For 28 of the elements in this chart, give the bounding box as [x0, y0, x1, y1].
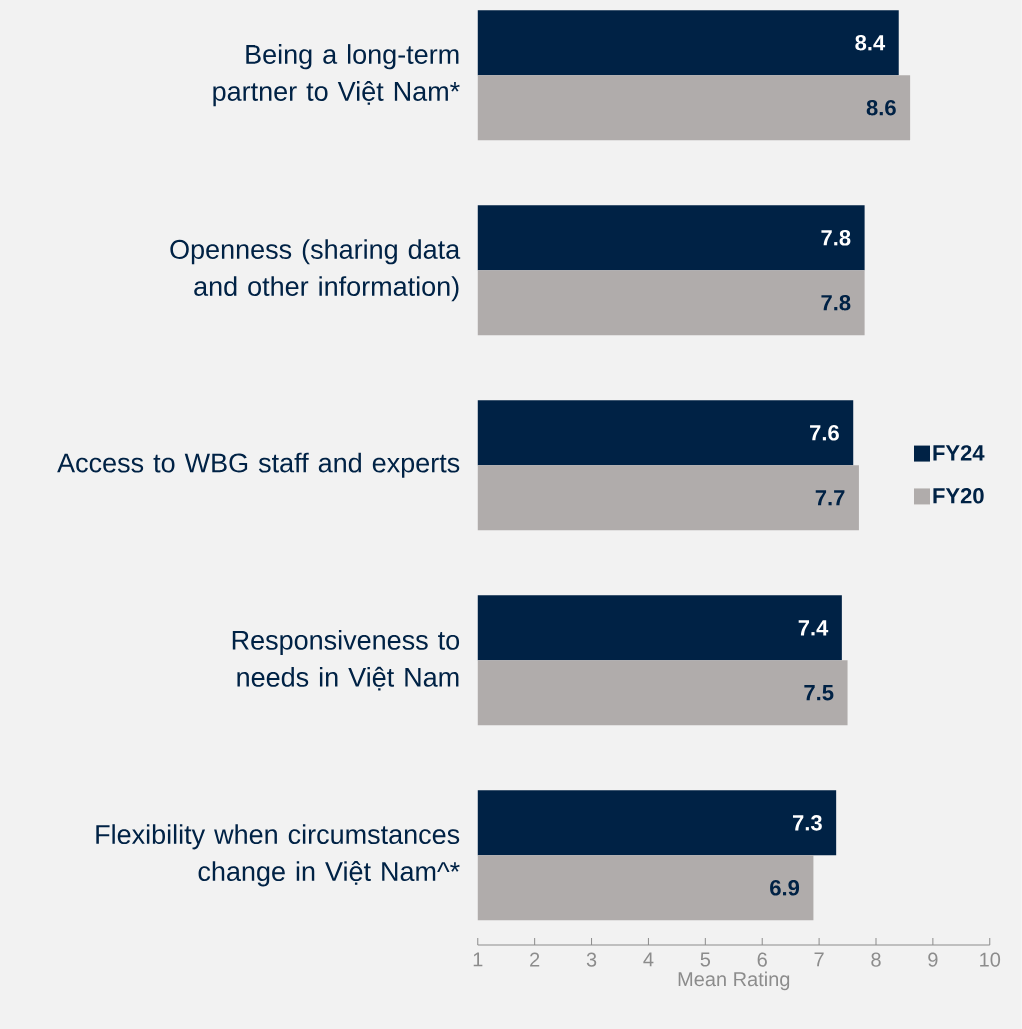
data-label: 7.6: [810, 424, 840, 441]
y-tick-label: Flexibility when circumstances change in Việt Nam^*: [96, 824, 460, 887]
x-tick-label: 8: [871, 952, 881, 967]
x-tick-label: 1: [473, 952, 483, 967]
x-tick-label: 10: [980, 952, 1001, 967]
x-tick-label: 5: [700, 952, 711, 967]
x-tick-label: 4: [643, 952, 654, 967]
data-label: 6.9: [770, 879, 800, 896]
y-tick-label: Responsiveness to needs in Việt Nam: [232, 629, 460, 691]
data-label: 7.4: [798, 620, 829, 636]
data-label: 7.7: [815, 490, 845, 506]
y-tick-label: Openness (sharing data and other information): [170, 239, 461, 302]
legend-label: FY24: [933, 445, 985, 461]
data-label: 7.3: [793, 815, 822, 831]
x-tick-label: 9: [928, 952, 938, 967]
x-tick-label: 2: [530, 952, 540, 967]
x-axis-title: Mean Rating: [678, 971, 790, 991]
data-label: 8.6: [866, 99, 896, 116]
legend-label: FY20: [933, 488, 984, 504]
data-label: 7.8: [821, 229, 851, 246]
x-tick-label: 3: [586, 952, 597, 967]
x-tick-label: 6: [757, 952, 767, 967]
x-tick-label: 7: [814, 952, 824, 967]
y-tick-label: Being a long-term partner to Việt Nam*: [213, 44, 460, 107]
data-label: 7.8: [821, 294, 851, 311]
y-tick-label: Access to WBG staff and experts: [57, 452, 460, 478]
data-label: 8.4: [855, 34, 886, 51]
data-label: 7.5: [804, 685, 834, 701]
